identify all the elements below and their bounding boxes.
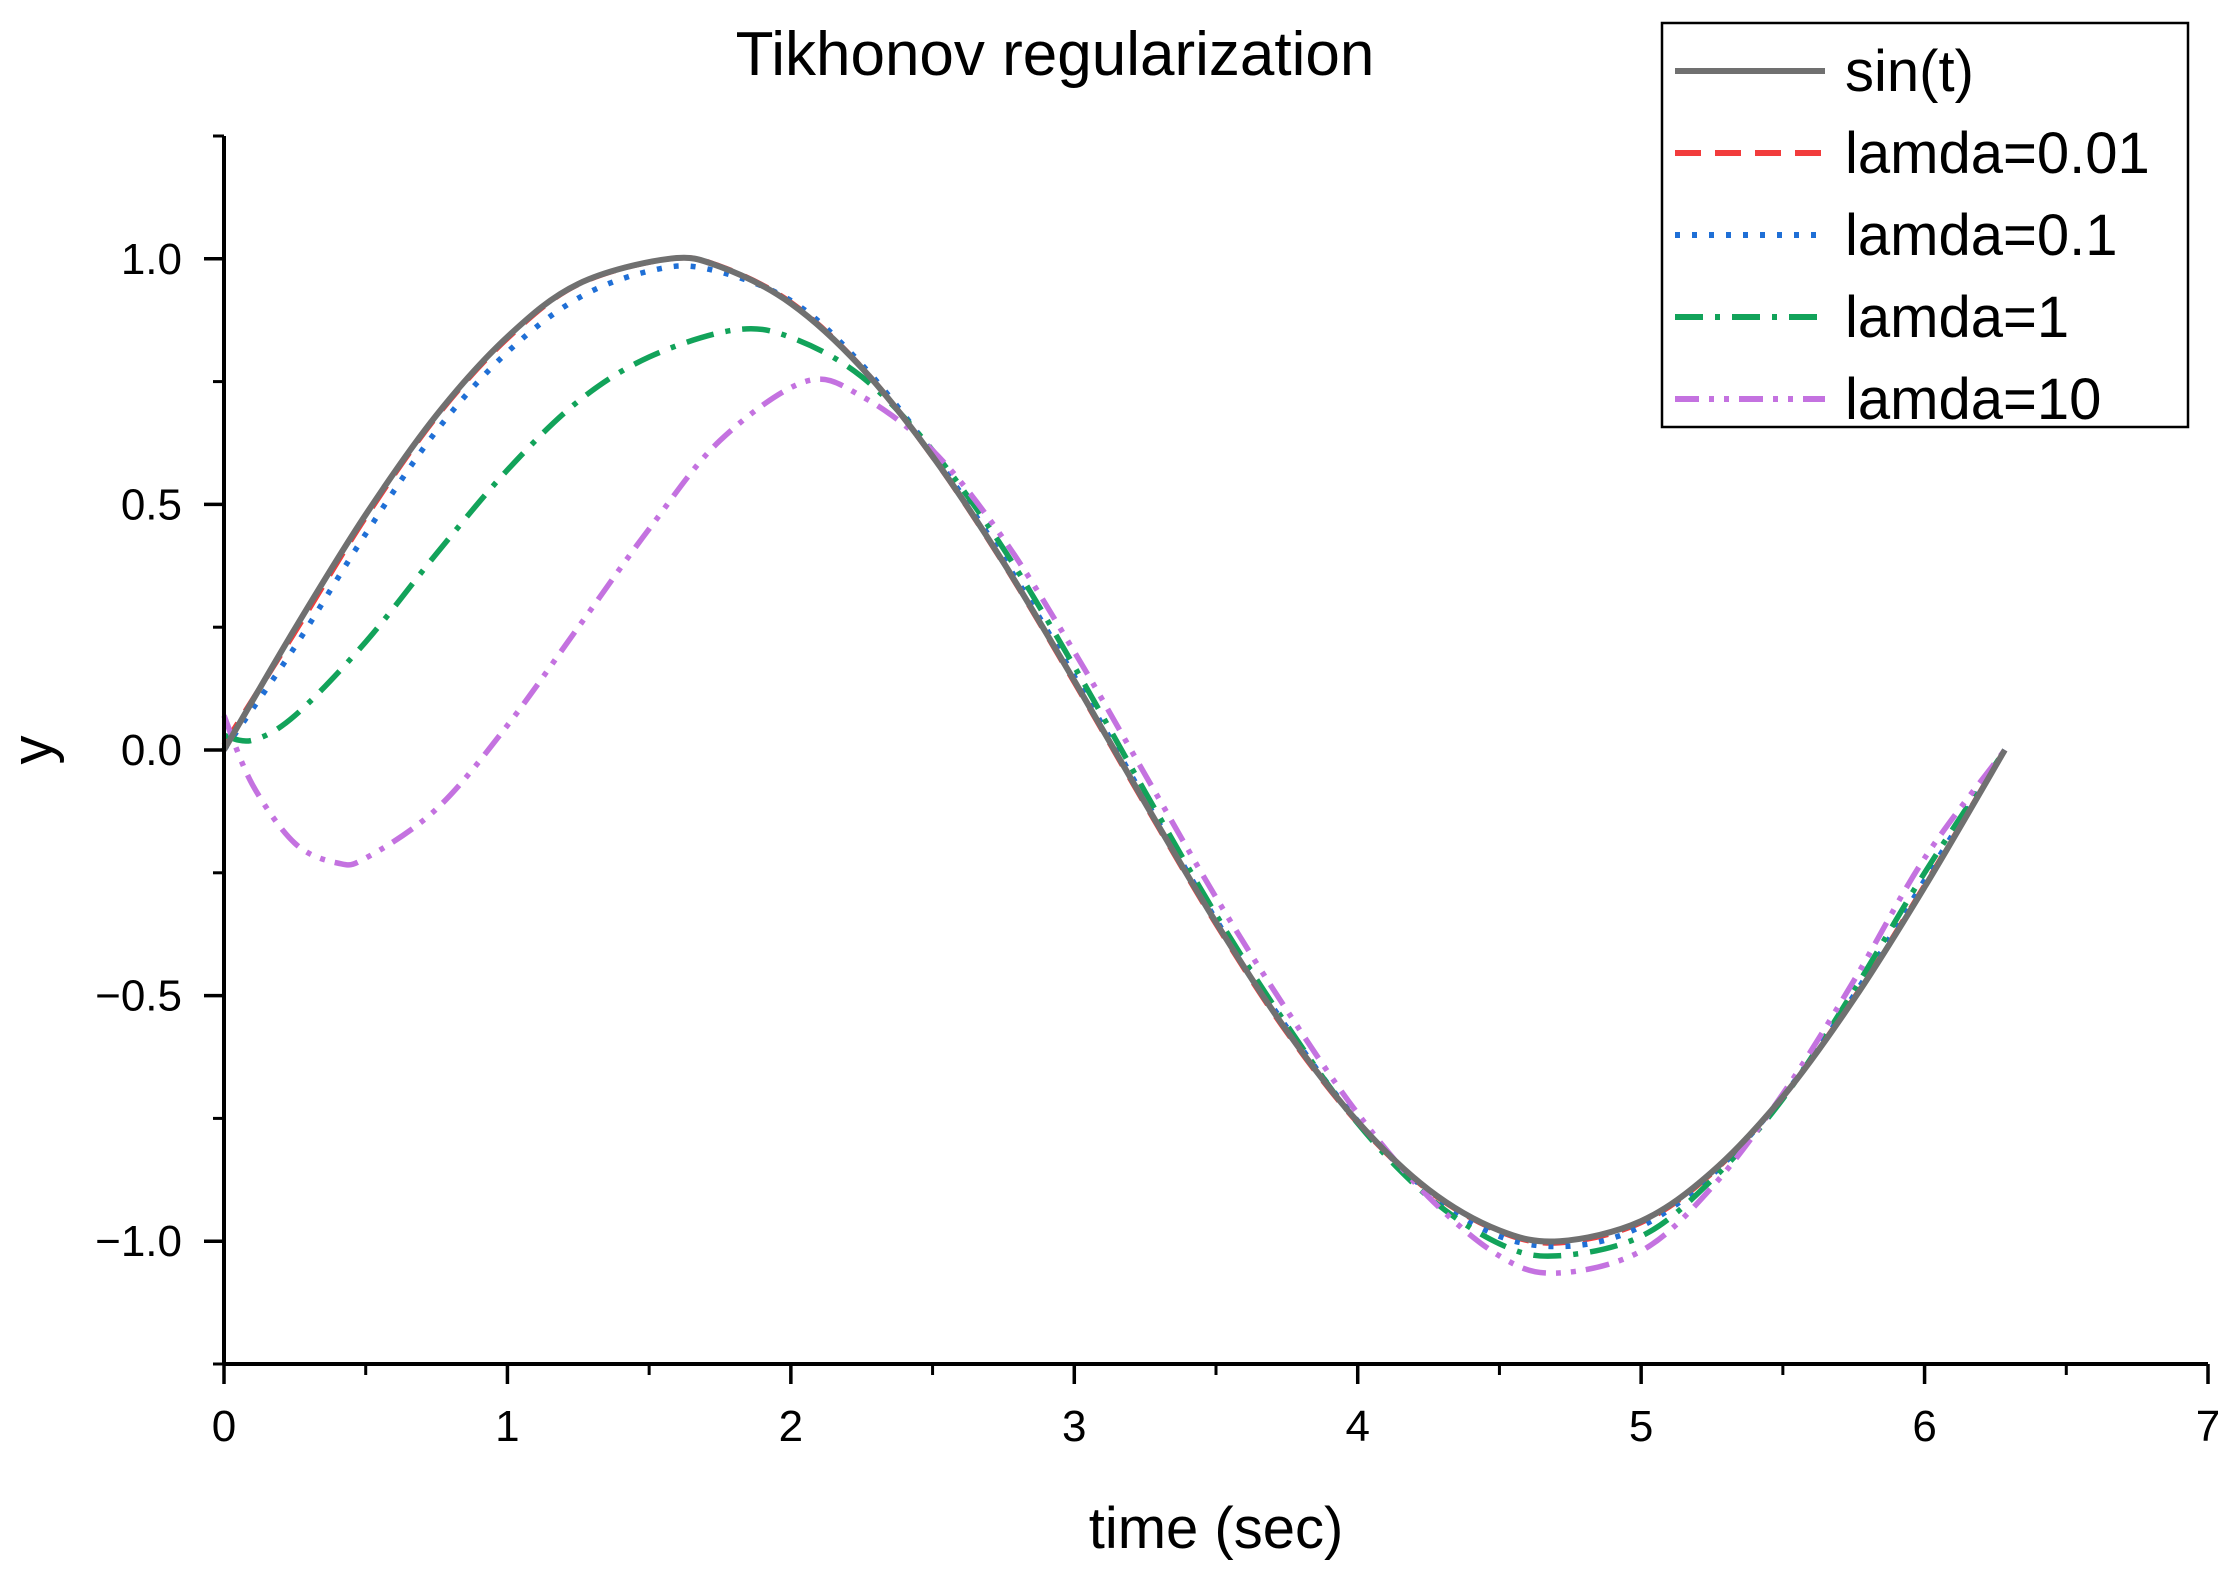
x-tick-label: 0 <box>212 1402 236 1451</box>
legend-label-1: lamda=0.01 <box>1845 121 2150 186</box>
y-axis-ticks: −1.0 −0.5 0.0 0.5 1.0 <box>95 134 224 1366</box>
legend-box <box>1660 21 2190 429</box>
x-tick-label: 6 <box>1912 1402 1936 1451</box>
y-tick-label: −1.0 <box>95 1217 182 1266</box>
plot-lines <box>221 254 2008 1276</box>
x-axis-ticks: 0 1 2 3 4 5 6 7 <box>212 1364 2220 1451</box>
legend-label-2: lamda=0.1 <box>1845 203 2117 268</box>
series-line-4 <box>221 376 2008 1276</box>
legend: sin(t) lamda=0.01 lamda=0.1 lamda=1 lamda=10 <box>1660 21 2190 432</box>
y-axis-title: y <box>0 736 65 765</box>
legend-label-3: lamda=1 <box>1845 285 2069 350</box>
legend-label-4: lamda=10 <box>1845 367 2101 432</box>
y-tick-label: 0.5 <box>121 480 182 529</box>
series-line-3 <box>223 325 2008 1259</box>
x-tick-label: 7 <box>2196 1402 2220 1451</box>
x-tick-label: 2 <box>779 1402 803 1451</box>
chart-title: Tikhonov regularization <box>736 20 1375 89</box>
x-tick-label: 5 <box>1629 1402 1653 1451</box>
x-tick-label: 4 <box>1345 1402 1369 1451</box>
series-line-0 <box>221 254 2008 1245</box>
x-tick-label: 1 <box>495 1402 519 1451</box>
legend-label-0: sin(t) <box>1845 39 1974 104</box>
x-axis-title: time (sec) <box>1089 1496 1344 1561</box>
y-tick-label: 1.0 <box>121 235 182 284</box>
y-tick-label: 0.0 <box>121 726 182 775</box>
y-tick-label: −0.5 <box>95 972 182 1021</box>
x-tick-label: 3 <box>1062 1402 1086 1451</box>
